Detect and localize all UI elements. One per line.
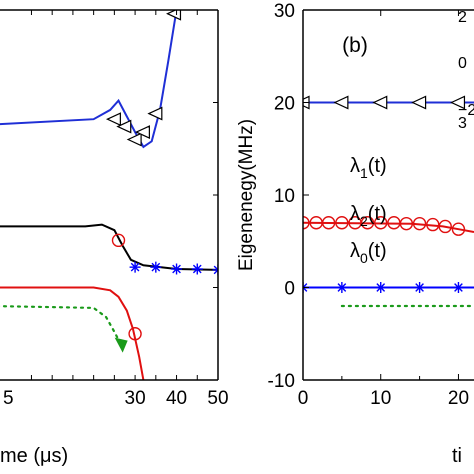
asterisk-stroke bbox=[303, 286, 308, 292]
right-series-1-marker-2 bbox=[321, 216, 336, 230]
left-xtick-label-1: 40 bbox=[166, 388, 187, 409]
left-series-3-line bbox=[0, 286, 145, 380]
left-series-0-marker-0 bbox=[105, 112, 121, 127]
left-series-0-marker-3 bbox=[134, 125, 150, 140]
right-series-2-marker-2 bbox=[375, 282, 387, 293]
left-plot-area bbox=[0, 10, 218, 380]
right-xtick-label-2: 20 bbox=[448, 388, 469, 409]
right-ytick-label-2: 10 bbox=[274, 186, 295, 207]
right-series-1-marker-0 bbox=[303, 216, 310, 230]
left-xtick-label-partial: 5 bbox=[3, 388, 14, 409]
asterisk-stroke bbox=[376, 283, 386, 292]
left-panel: 30 40 50 5 me (μs) bbox=[0, 9, 229, 467]
right-ytick-label-4: 30 bbox=[274, 1, 295, 22]
inset-tick-0: 2 bbox=[458, 9, 467, 26]
asterisk-stroke bbox=[415, 283, 424, 292]
right-series-2-marker-1 bbox=[336, 282, 348, 293]
right-series-1-line bbox=[303, 221, 474, 233]
left-series-3-marker-1 bbox=[128, 327, 142, 341]
right-series-1-marker-6 bbox=[374, 216, 388, 230]
asterisk-stroke bbox=[130, 262, 140, 272]
right-series-0-marker-2 bbox=[372, 95, 388, 110]
right-series-1-marker-9 bbox=[412, 216, 427, 231]
right-ylabel: Eigenenegy(MHz) bbox=[236, 119, 257, 271]
left-xlabel: me (μs) bbox=[0, 445, 68, 467]
right-series-0-marker-4 bbox=[450, 95, 466, 110]
right-series-0-marker-1 bbox=[333, 95, 349, 110]
right-xlabel: ti bbox=[452, 445, 462, 467]
asterisk-stroke bbox=[337, 283, 347, 292]
right-xtick-label-1: 10 bbox=[370, 388, 391, 409]
right-ytick-label-1: 0 bbox=[284, 279, 295, 300]
asterisk-stroke bbox=[454, 283, 463, 292]
label-lambda0: λ0(t) bbox=[350, 240, 387, 266]
right-ytick-label-0: -10 bbox=[268, 371, 295, 392]
panel-label-b: (b) bbox=[342, 34, 368, 57]
asterisk-stroke bbox=[172, 264, 181, 274]
right-series-2-marker-4 bbox=[452, 282, 464, 293]
right-plot-area bbox=[303, 95, 474, 308]
inset-tick-1: 0 bbox=[458, 55, 467, 72]
left-series-4-line bbox=[0, 305, 124, 349]
right-series-1-marker-12 bbox=[451, 222, 466, 236]
right-xtick-label-0: 0 bbox=[298, 388, 309, 409]
inset-tick-2: −2 bbox=[458, 102, 474, 119]
asterisk-stroke bbox=[151, 262, 161, 272]
left-series-0-line bbox=[0, 10, 178, 149]
left-series-2-marker-3 bbox=[191, 263, 203, 275]
left-series-2-marker-1 bbox=[150, 261, 162, 273]
left-series-0-marker-2 bbox=[126, 132, 142, 147]
right-series-1-marker-11 bbox=[438, 219, 452, 234]
asterisk-stroke bbox=[303, 283, 308, 289]
label-lambda2: λ2(t) bbox=[350, 203, 387, 229]
right-series-2-marker-3 bbox=[414, 282, 426, 293]
right-series-1-marker-5 bbox=[360, 216, 375, 230]
right-ytick-label-3: 20 bbox=[274, 94, 295, 115]
right-series-1-marker-3 bbox=[335, 216, 349, 230]
left-series-2-marker-4 bbox=[212, 264, 218, 276]
left-xtick-label-2: 50 bbox=[207, 388, 228, 409]
left-xtick-label-0: 30 bbox=[125, 388, 146, 409]
asterisk-stroke bbox=[213, 268, 218, 275]
asterisk-stroke bbox=[213, 265, 218, 271]
left-series-2-marker-2 bbox=[171, 263, 183, 275]
label-lambda1: λ1(t) bbox=[350, 155, 387, 181]
left-series-1-line bbox=[0, 223, 218, 271]
left-series-4-arrow bbox=[114, 337, 128, 353]
right-series-1-marker-8 bbox=[399, 216, 414, 231]
left-series-2-marker-0 bbox=[129, 261, 141, 273]
left-series-0-marker-4 bbox=[147, 106, 163, 121]
left-series-3-marker-0 bbox=[111, 233, 126, 248]
asterisk-stroke bbox=[192, 264, 202, 274]
right-series-0-marker-3 bbox=[411, 95, 427, 110]
left-series-0-marker-1 bbox=[116, 119, 132, 134]
inset-tick-3: 3 bbox=[458, 115, 467, 132]
